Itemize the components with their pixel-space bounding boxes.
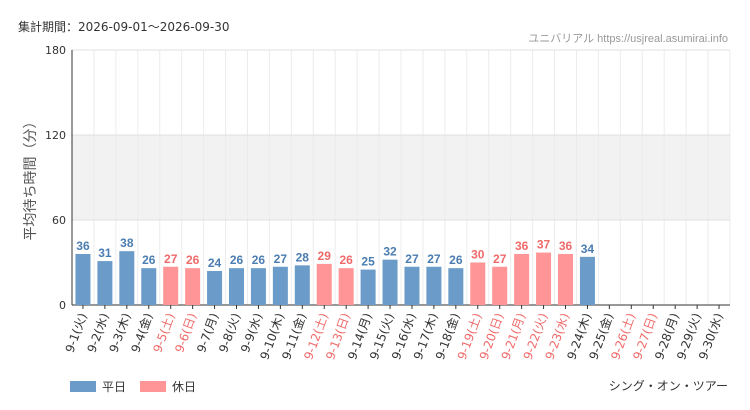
- bar-value-label: 25: [361, 255, 375, 269]
- bar-value-label: 36: [559, 239, 573, 253]
- bar-value-label: 24: [208, 256, 222, 270]
- bar-value-label: 32: [383, 245, 397, 259]
- bar: [514, 254, 530, 305]
- legend: 平日 休日: [70, 378, 210, 395]
- legend-weekday-swatch: [70, 381, 96, 392]
- bar-value-label: 34: [581, 242, 595, 256]
- bar: [558, 254, 573, 305]
- bar: [536, 252, 552, 305]
- bar-value-label: 30: [471, 248, 485, 262]
- bar-value-label: 26: [252, 253, 266, 267]
- bar-value-label: 28: [296, 250, 310, 264]
- bar-value-label: 26: [449, 253, 463, 267]
- bar-value-label: 27: [427, 252, 441, 266]
- bar-value-label: 37: [537, 238, 551, 252]
- bar: [141, 268, 157, 305]
- site-credit: ユニバリアル https://usjreal.asumirai.info: [528, 33, 728, 45]
- y-tick-label: 120: [45, 129, 66, 142]
- bar: [426, 266, 442, 305]
- bar: [382, 259, 398, 305]
- bar-value-label: 27: [405, 252, 419, 266]
- bar-value-label: 38: [120, 236, 134, 250]
- bar-value-label: 31: [98, 246, 112, 260]
- aggregation-period: 集計期間：2026-09-01～2026-09-30: [18, 20, 230, 34]
- y-tick-label: 60: [52, 214, 66, 227]
- legend-holiday-label: 休日: [172, 380, 197, 394]
- bar: [119, 251, 135, 305]
- bar-value-label: 36: [515, 239, 529, 253]
- bar: [75, 254, 91, 305]
- bar: [229, 268, 244, 305]
- legend-weekday-label: 平日: [102, 380, 127, 394]
- bar-value-label: 26: [339, 253, 353, 267]
- bar: [185, 268, 201, 305]
- bar: [360, 269, 376, 305]
- bar-value-label: 26: [142, 253, 156, 267]
- bar-value-label: 29: [318, 249, 332, 263]
- y-tick-label: 0: [59, 299, 66, 312]
- y-tick-label: 180: [45, 44, 66, 57]
- bar-value-label: 26: [230, 253, 244, 267]
- bar: [250, 268, 266, 305]
- bar-value-label: 27: [274, 252, 288, 266]
- bar: [404, 266, 420, 305]
- bar: [97, 261, 113, 305]
- bar-value-label: 27: [164, 252, 178, 266]
- bar-value-label: 27: [493, 252, 507, 266]
- bar: [316, 263, 332, 305]
- bar-value-label: 36: [76, 239, 90, 253]
- bar: [492, 266, 508, 305]
- legend-weekday: 平日: [70, 378, 126, 395]
- y-axis-label: 平均待ち時間（分）: [23, 115, 39, 241]
- bar: [470, 262, 486, 305]
- bar: [579, 256, 595, 305]
- bar: [294, 265, 310, 305]
- bar-value-label: 26: [186, 253, 200, 267]
- legend-holiday: 休日: [140, 378, 196, 395]
- bar: [272, 266, 288, 305]
- bar: [163, 266, 179, 305]
- legend-holiday-swatch: [140, 381, 167, 392]
- attraction-name: シング・オン・ツアー: [608, 379, 728, 393]
- bar: [207, 271, 223, 305]
- bar: [448, 268, 464, 305]
- bar: [338, 268, 354, 305]
